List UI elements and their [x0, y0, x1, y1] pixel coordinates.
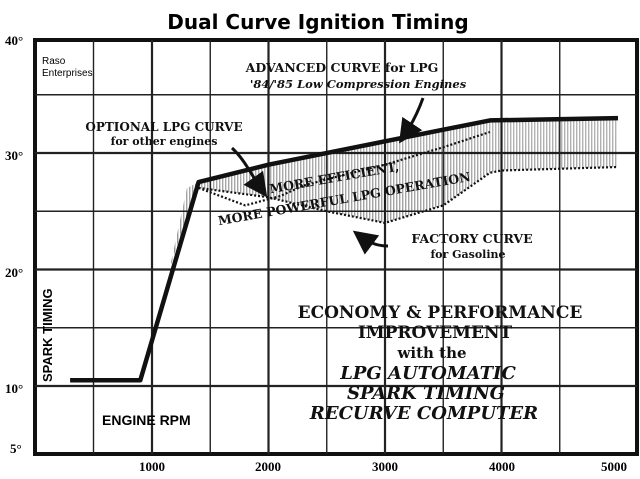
x-tick-label: 1000 [139, 459, 165, 474]
grid [35, 40, 637, 454]
brand-line-2: Enterprises [42, 68, 93, 79]
annotation-advanced-2: '84/'85 Low Compression Engines [250, 77, 467, 91]
promo-line-2: IMPROVEMENT [358, 323, 513, 343]
promo-line-3: with the [396, 344, 466, 362]
y-tick-label: 5° [10, 441, 22, 456]
brand-label: Raso Enterprises [42, 56, 93, 79]
promo-line-4: LPG AUTOMATIC [339, 363, 516, 384]
y-tick-label: 10° [5, 381, 23, 396]
annotation-factory-1: FACTORY CURVE [411, 231, 532, 246]
brand-line-1: Raso [42, 56, 66, 67]
x-tick-label: 2000 [255, 459, 281, 474]
promo-text-block: ECONOMY & PERFORMANCE IMPROVEMENT with t… [298, 303, 583, 424]
x-tick-label: 5000 [601, 459, 627, 474]
plot-frame [33, 38, 639, 456]
efficiency-band [152, 118, 618, 352]
annotation-advanced-1: ADVANCED CURVE for LPG [245, 60, 439, 75]
promo-line-5: SPARK TIMING [347, 383, 505, 404]
annotation-factory-2: for Gasoline [430, 248, 505, 261]
x-axis-label: ENGINE RPM [102, 412, 191, 428]
promo-line-6: RECURVE COMPUTER [309, 403, 538, 424]
y-axis-label: SPARK TIMING [40, 288, 55, 382]
plot-area [33, 38, 639, 456]
arrow-advanced [399, 97, 425, 144]
series-layer [70, 115, 619, 383]
series-advanced-curve [70, 115, 619, 383]
arrow-factory [352, 230, 389, 255]
arrow-optional [230, 146, 268, 198]
y-tick-label: 40° [5, 33, 23, 48]
x-tick-label: 4000 [489, 459, 515, 474]
annotation-optional-1: OPTIONAL LPG CURVE [85, 120, 242, 134]
annotation-optional-2: for other engines [111, 135, 218, 148]
chart-title: Dual Curve Ignition Timing [167, 10, 468, 34]
y-axis-ticks: 40° 30° 20° 10° 5° [5, 33, 23, 456]
x-tick-label: 3000 [372, 459, 398, 474]
series-factory-curve [198, 165, 619, 224]
series-optional-curve [198, 130, 491, 207]
y-tick-label: 30° [5, 148, 23, 163]
y-tick-label: 20° [5, 265, 23, 280]
promo-line-1: ECONOMY & PERFORMANCE [298, 303, 583, 323]
x-axis-ticks: 1000 2000 3000 4000 5000 [139, 459, 627, 474]
